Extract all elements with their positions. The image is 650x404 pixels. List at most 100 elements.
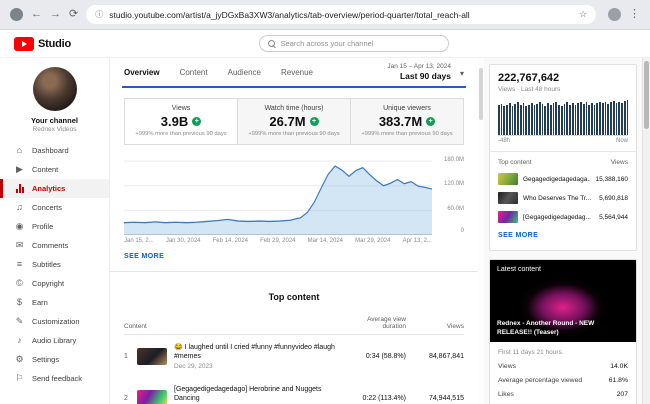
tab-indicator: [122, 86, 466, 88]
refresh-icon[interactable]: ⟳: [69, 8, 79, 20]
video-title[interactable]: 😂 I laughed until I cried #funny #funnyv…: [174, 344, 335, 361]
sidebar-item-customization[interactable]: ✎ Customization: [0, 312, 109, 331]
analytics-tabs-row: Overview Content Audience Revenue Jan 15…: [124, 58, 464, 86]
sidebar-item-send-feedback[interactable]: ⚐ Send feedback: [0, 369, 109, 388]
views-line-chart[interactable]: [124, 157, 432, 235]
content-icon: ▶: [16, 164, 23, 174]
address-bar[interactable]: ⓘ studio.youtube.com/artist/a_jyDGxBa3XW…: [86, 5, 597, 24]
metric-unique-viewers[interactable]: Unique viewers 383.7M + +999% more than p…: [350, 99, 463, 144]
main-scrollbar[interactable]: [478, 58, 484, 404]
main-scrollbar-thumb[interactable]: [479, 68, 483, 120]
right-panel: 222,767,642 Views · Last 48 hours -48h N…: [484, 58, 642, 404]
latest-video-thumbnail[interactable]: Latest content Rednex - Another Round - …: [490, 260, 636, 342]
sidebar-item-settings[interactable]: ⚙ Settings: [0, 350, 109, 369]
video-thumbnail[interactable]: [137, 389, 167, 404]
realtime-see-more-link[interactable]: SEE MORE: [498, 232, 539, 239]
chevron-down-icon: ▾: [459, 69, 464, 78]
x-axis-label: Feb 29, 2024: [260, 238, 296, 244]
stat-label: Views: [498, 363, 517, 370]
channel-search[interactable]: [258, 35, 449, 52]
date-range-text: Jan 15 – Apr 13, 2024: [387, 63, 451, 70]
metric-views[interactable]: Views 3.9B + +999% more than previous 90 …: [125, 99, 237, 144]
sidebar-item-audio-library[interactable]: ♪ Audio Library: [0, 331, 109, 350]
video-views: 15,388,160: [595, 175, 628, 183]
latest-content-title: Latest content: [497, 266, 541, 273]
sidebar-item-content[interactable]: ▶ Content: [0, 160, 109, 179]
sidebar-item-concerts[interactable]: ♫ Concerts: [0, 198, 109, 217]
video-duration: 0:22 (113.4%): [362, 394, 406, 402]
browser-menu-icon[interactable]: ⋮: [629, 8, 640, 20]
earn-icon: $: [16, 297, 22, 307]
sidebar-item-label: Concerts: [32, 203, 63, 212]
window-scrollbar[interactable]: [642, 58, 650, 404]
y-axis-label: 60.0M: [447, 206, 464, 212]
metric-value: 383.7M: [378, 114, 423, 129]
sidebar-item-profile[interactable]: ◉ Profile: [0, 217, 109, 236]
metric-watch-time[interactable]: Watch time (hours) 26.7M + +999% more tha…: [237, 99, 350, 144]
sidebar-item-comments[interactable]: ✉ Comments: [0, 236, 109, 255]
metric-delta: +999% more than previous 90 days: [135, 131, 227, 137]
sidebar-item-copyright[interactable]: © Copyright: [0, 274, 109, 293]
list-item[interactable]: Who Deserves The Tr... 5,690,818: [498, 192, 628, 204]
video-thumbnail: [498, 173, 518, 185]
list-item[interactable]: Gegagedigedagedaga... 15,388,160: [498, 173, 628, 185]
video-thumbnail[interactable]: [137, 347, 167, 365]
video-title[interactable]: Who Deserves The Tr...: [523, 194, 592, 202]
sidebar-item-label: Dashboard: [32, 146, 69, 155]
sidebar: Your channel Rednex Videos ⌂ Dashboard ▶…: [0, 58, 110, 404]
search-input[interactable]: [280, 39, 440, 48]
latest-content-card: Latest content Rednex - Another Round - …: [489, 259, 637, 404]
column-content: Content: [124, 323, 147, 330]
x-axis-labels: Jan 15, 2... Jan 30, 2024 Feb 14, 2024 F…: [124, 238, 432, 244]
x-axis-label: Jan 15, 2...: [124, 238, 154, 244]
metric-delta: +999% more than previous 90 days: [248, 131, 340, 137]
sidebar-item-label: Audio Library: [32, 336, 77, 345]
concerts-icon: ♫: [16, 202, 23, 212]
section-divider: [110, 271, 478, 272]
sidebar-item-label: Customization: [32, 317, 80, 326]
sidebar-item-label: Send feedback: [32, 374, 83, 383]
site-info-icon[interactable]: ⓘ: [95, 10, 104, 19]
x-axis-label: Jan 30, 2024: [165, 238, 201, 244]
tab-revenue[interactable]: Revenue: [280, 67, 313, 77]
table-row[interactable]: 2 [Gegagedigedagedago] Herobrine and Nug…: [124, 377, 464, 404]
table-row[interactable]: 1 😂 I laughed until I cried #funny #funn…: [124, 335, 464, 377]
window-scrollbar-thumb[interactable]: [644, 61, 649, 129]
card-divider: [490, 151, 636, 152]
see-more-link[interactable]: SEE MORE: [124, 253, 165, 260]
forward-icon[interactable]: →: [50, 8, 61, 20]
feedback-icon: ⚐: [15, 373, 24, 383]
browser-profile-avatar[interactable]: [608, 8, 621, 21]
stat-value: 61.8%: [608, 377, 628, 384]
audio-library-icon: ♪: [17, 335, 22, 345]
video-title[interactable]: Gegagedigedagedaga...: [523, 175, 591, 183]
youtube-studio-logo[interactable]: Studio: [14, 36, 71, 51]
date-range-picker[interactable]: Jan 15 – Apr 13, 2024 Last 90 days ▾: [387, 63, 464, 81]
sidebar-item-dashboard[interactable]: ⌂ Dashboard: [0, 141, 109, 160]
channel-avatar[interactable]: [32, 67, 77, 111]
bookmark-star-icon[interactable]: ☆: [579, 9, 588, 19]
column-views: Views: [446, 323, 464, 330]
url-text[interactable]: studio.youtube.com/artist/a_jyDGxBa3XW3/…: [109, 9, 470, 20]
sidebar-item-analytics[interactable]: Analytics: [0, 179, 109, 198]
metric-delta: +999% more than previous 90 days: [361, 131, 453, 137]
tab-audience[interactable]: Audience: [227, 67, 261, 77]
metric-value: 3.9B: [160, 114, 189, 129]
video-title[interactable]: [Gegagedigedagedag...: [523, 213, 591, 221]
metric-value: 26.7M: [269, 114, 306, 129]
list-item[interactable]: [Gegagedigedagedag... 5,564,944: [498, 211, 628, 223]
tab-overview[interactable]: Overview: [124, 67, 160, 77]
sidebar-item-earn[interactable]: $ Earn: [0, 293, 109, 312]
tab-content[interactable]: Content: [179, 67, 208, 77]
back-icon[interactable]: ←: [31, 8, 42, 20]
realtime-views-column: Views: [610, 159, 628, 166]
sidebar-item-subtitles[interactable]: ≡ Subtitles: [0, 255, 109, 274]
positive-delta-icon: +: [426, 117, 436, 126]
realtime-bar-chart[interactable]: [498, 100, 629, 136]
video-title[interactable]: [Gegagedigedagedago] Herobrine and Nugge…: [174, 385, 322, 403]
video-duration: 0:34 (58.8%): [365, 352, 406, 360]
tab-favicon-icon[interactable]: [10, 8, 23, 21]
stat-value: 207: [616, 391, 628, 398]
sidebar-item-label: Profile: [32, 222, 54, 231]
x-axis-label: Mar 29, 2024: [355, 238, 391, 244]
